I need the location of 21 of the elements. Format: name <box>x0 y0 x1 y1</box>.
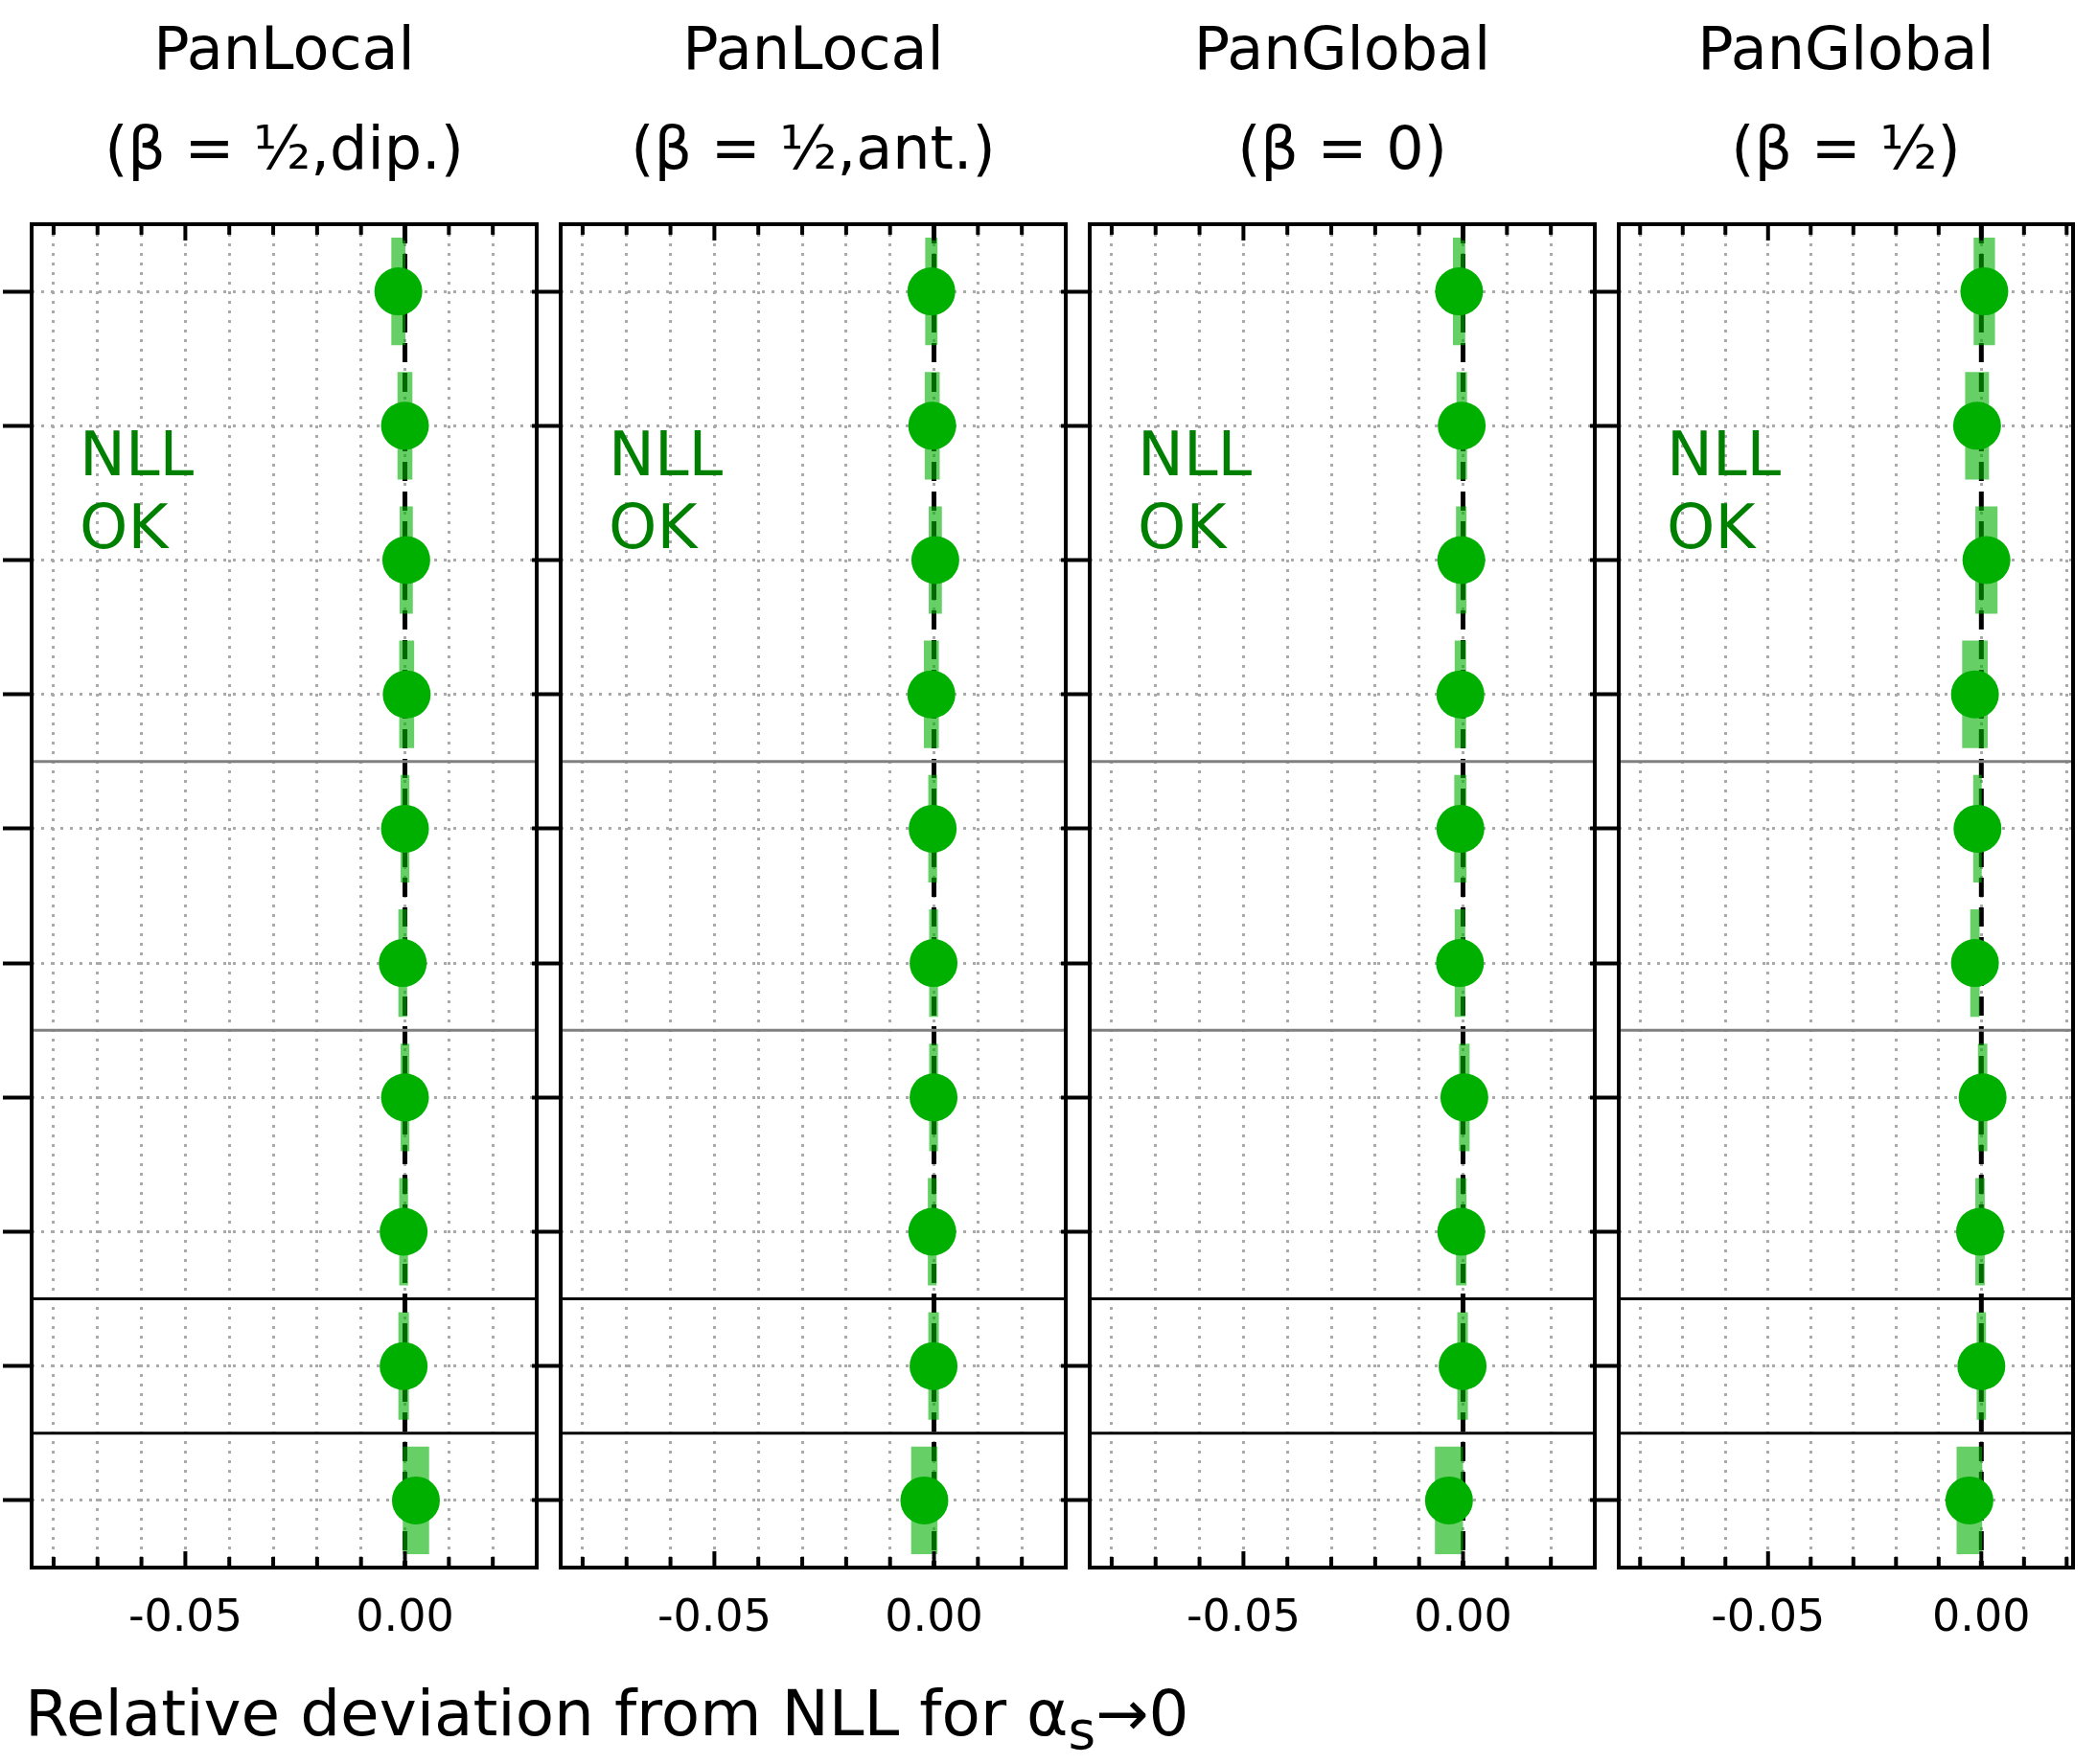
x-tick-label: 0.00 <box>885 1589 983 1641</box>
x-tick-label: 0.00 <box>1932 1589 2031 1641</box>
x-tick-label: -0.05 <box>1186 1589 1301 1641</box>
x-axis-title: Relative deviation from NLL for α$_{s}$→0 <box>25 1677 1189 1762</box>
annotation: NLL OK <box>1667 419 1782 562</box>
x-tick-label: -0.05 <box>127 1589 242 1641</box>
chart-subtitle: (β = 0) <box>1237 113 1447 184</box>
x-tick-label: 0.00 <box>1414 1589 1512 1641</box>
chart-title: PanGlobal <box>1193 13 1491 84</box>
chart-subtitle: (β = ½) <box>1731 113 1961 184</box>
x-tick-label: 0.00 <box>356 1589 454 1641</box>
chart-title: PanLocal <box>682 13 944 84</box>
chart-title: PanGlobal <box>1697 13 1994 84</box>
x-tick-label: -0.05 <box>1711 1589 1826 1641</box>
annotation: NLL OK <box>80 419 195 562</box>
chart-title: PanLocal <box>153 13 415 84</box>
chart-subtitle: (β = ½,ant.) <box>631 113 996 184</box>
chart-subtitle: (β = ½,dip.) <box>104 113 464 184</box>
annotation: NLL OK <box>1138 419 1253 562</box>
annotation: NLL OK <box>609 419 724 562</box>
x-tick-label: -0.05 <box>657 1589 772 1641</box>
